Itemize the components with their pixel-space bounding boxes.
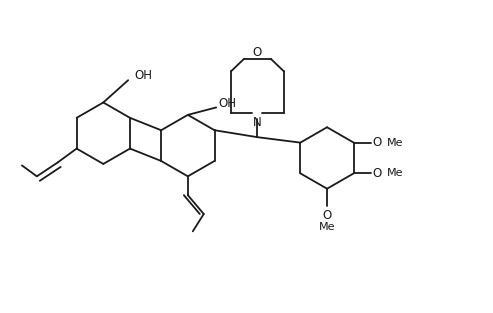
Text: O: O: [253, 46, 262, 59]
Text: O: O: [373, 136, 382, 149]
Text: Me: Me: [387, 168, 403, 178]
Text: Me: Me: [387, 138, 403, 148]
Text: N: N: [253, 116, 262, 129]
Text: O: O: [373, 167, 382, 180]
Text: OH: OH: [219, 97, 237, 110]
Text: Me: Me: [319, 223, 335, 233]
Text: OH: OH: [134, 69, 152, 82]
Text: O: O: [322, 208, 332, 222]
